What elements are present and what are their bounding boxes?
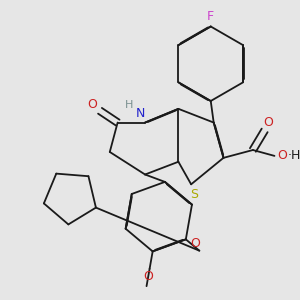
Text: O: O <box>264 116 274 129</box>
Text: O: O <box>144 270 154 283</box>
Text: O: O <box>190 237 200 250</box>
Text: O: O <box>278 149 287 162</box>
Text: H: H <box>125 100 134 110</box>
Text: N: N <box>136 107 145 120</box>
Text: ·H: ·H <box>287 149 300 162</box>
Text: F: F <box>207 10 214 23</box>
Text: O: O <box>87 98 97 111</box>
Text: S: S <box>190 188 198 201</box>
